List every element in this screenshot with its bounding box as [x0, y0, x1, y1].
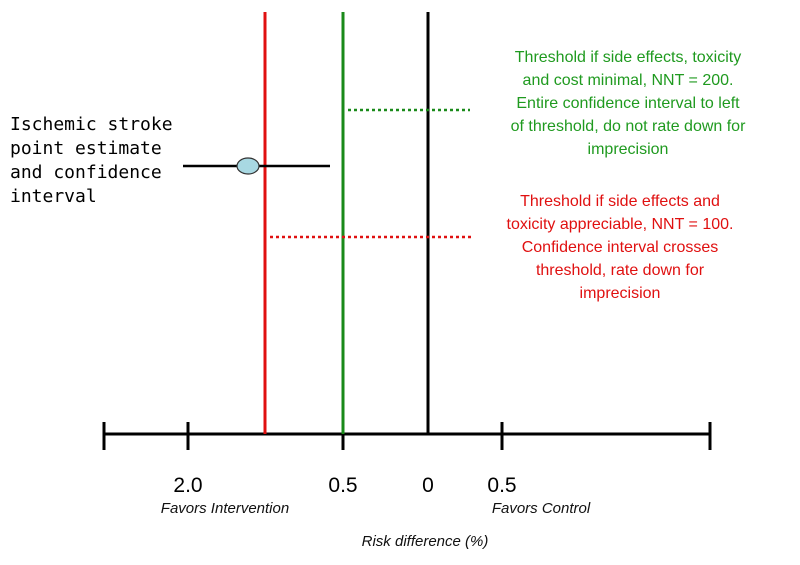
label-line: and confidence [10, 162, 162, 183]
annotation-line: and cost minimal, NNT = 200. [522, 72, 734, 89]
annotation-line: Threshold if side effects, toxicity [514, 49, 742, 66]
threshold-nnt-200-annotation: Threshold if side effects, toxicity and … [470, 46, 786, 161]
point-estimate-marker [236, 157, 260, 175]
annotation-line: of threshold, do not rate down for [510, 118, 746, 135]
tick-label: 0.5 [487, 474, 516, 497]
annotation-line: Confidence interval crosses [521, 239, 719, 256]
favors-control-label: Favors Control [492, 500, 591, 517]
label-line: point estimate [10, 138, 162, 159]
threshold-nnt-100-annotation: Threshold if side effects and toxicity a… [470, 190, 770, 305]
label-line: Ischemic stroke [10, 114, 173, 135]
axis-title: Risk difference (%) [362, 533, 489, 550]
annotation-line: Threshold if side effects and [520, 193, 720, 210]
annotation-line: imprecision [587, 141, 669, 158]
ischemic-stroke-label: Ischemic stroke point estimate and confi… [10, 113, 173, 209]
annotation-line: Entire confidence interval to left [516, 95, 740, 112]
tick-label: 2.0 [173, 474, 202, 497]
favors-intervention-label: Favors Intervention [161, 500, 289, 517]
tick-label: 0 [422, 474, 434, 497]
annotation-line: imprecision [579, 285, 661, 302]
label-line: interval [10, 186, 97, 207]
tick-label: 0.5 [328, 474, 357, 497]
annotation-line: toxicity appreciable, NNT = 100. [506, 216, 734, 233]
annotation-line: threshold, rate down for [535, 262, 705, 279]
